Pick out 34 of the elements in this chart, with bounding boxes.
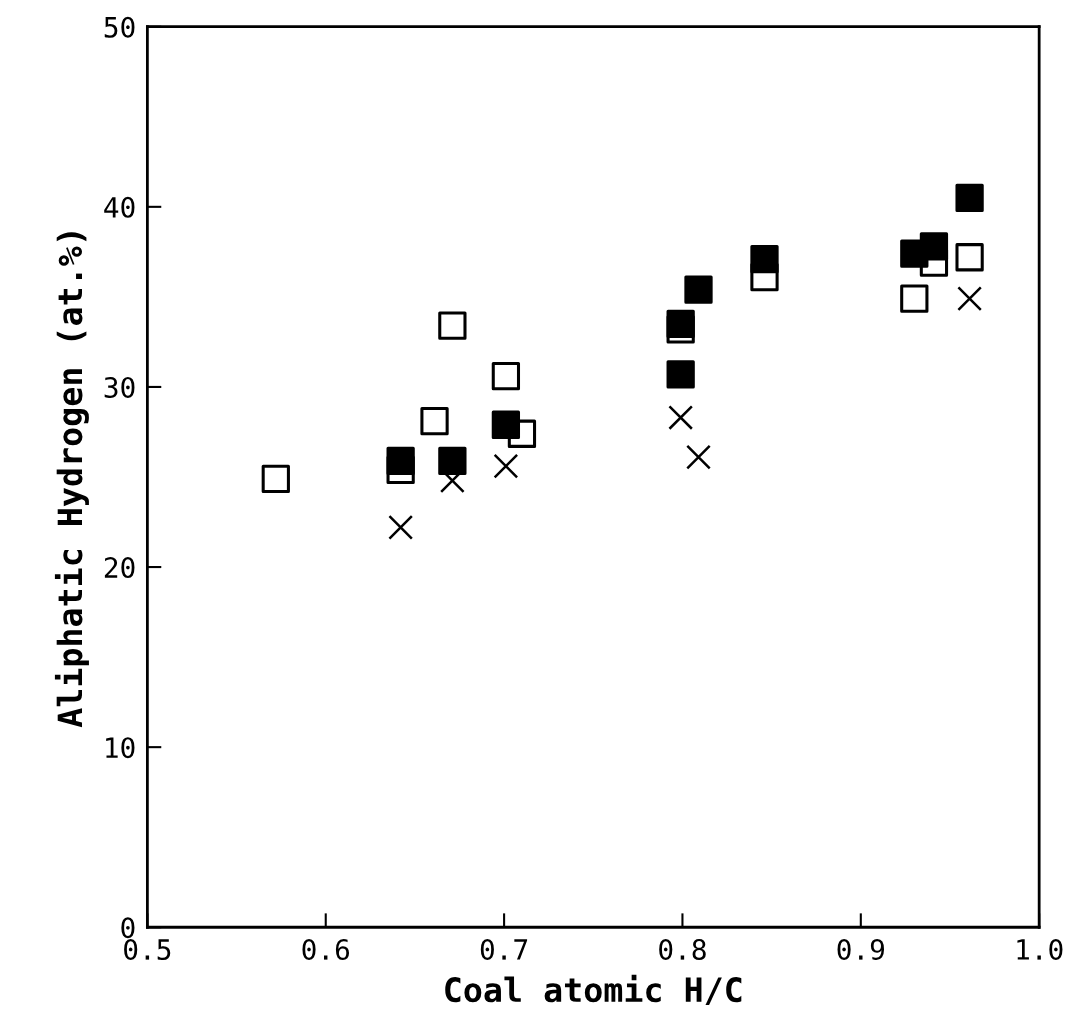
y-tick-label: 30 — [104, 376, 135, 398]
point — [919, 232, 949, 261]
point — [900, 284, 929, 313]
point — [668, 405, 694, 430]
x-tick-label: 0.8 — [659, 939, 706, 961]
point — [438, 311, 467, 340]
y-tick-label: 10 — [106, 737, 135, 759]
y-axis-title: Aliphatic Hydrogen (at.%) — [54, 232, 89, 728]
point — [491, 410, 521, 439]
point — [438, 446, 467, 475]
y-tick-label: 0 — [121, 917, 135, 939]
point — [386, 446, 415, 475]
y-tick-label: 50 — [104, 16, 135, 38]
x-tick-label: 0.9 — [837, 939, 885, 961]
point — [666, 360, 695, 389]
y-tick-label: 40 — [104, 196, 135, 218]
point — [493, 453, 519, 479]
point — [666, 309, 695, 339]
point — [684, 275, 713, 304]
point — [686, 444, 711, 470]
point — [955, 243, 984, 272]
point — [957, 286, 983, 312]
y-tick-label: 20 — [104, 557, 135, 579]
point — [750, 244, 779, 274]
point — [388, 514, 414, 540]
x-tick-label: 0.5 — [124, 939, 171, 961]
point — [491, 361, 521, 391]
x-axis-title: Coal atomic H/C — [445, 974, 742, 1005]
point — [955, 183, 984, 212]
point — [420, 407, 449, 436]
x-tick-label: 0.7 — [480, 939, 528, 961]
x-tick-label: 0.6 — [302, 939, 350, 961]
x-tick-label: 1.0 — [1017, 939, 1063, 961]
point — [261, 464, 290, 493]
